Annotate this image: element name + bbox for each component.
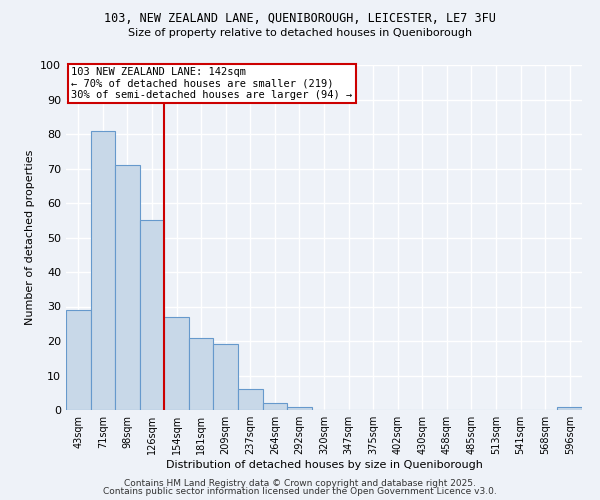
Y-axis label: Number of detached properties: Number of detached properties bbox=[25, 150, 35, 325]
Text: 103, NEW ZEALAND LANE, QUENIBOROUGH, LEICESTER, LE7 3FU: 103, NEW ZEALAND LANE, QUENIBOROUGH, LEI… bbox=[104, 12, 496, 26]
Bar bbox=[91, 130, 115, 410]
Bar bbox=[238, 390, 263, 410]
Bar bbox=[164, 317, 189, 410]
Bar bbox=[287, 406, 312, 410]
Bar bbox=[115, 165, 140, 410]
Bar bbox=[263, 403, 287, 410]
Text: Contains HM Land Registry data © Crown copyright and database right 2025.: Contains HM Land Registry data © Crown c… bbox=[124, 478, 476, 488]
Bar bbox=[214, 344, 238, 410]
Bar bbox=[66, 310, 91, 410]
Text: Size of property relative to detached houses in Queniborough: Size of property relative to detached ho… bbox=[128, 28, 472, 38]
Bar bbox=[140, 220, 164, 410]
Text: 103 NEW ZEALAND LANE: 142sqm
← 70% of detached houses are smaller (219)
30% of s: 103 NEW ZEALAND LANE: 142sqm ← 70% of de… bbox=[71, 66, 352, 100]
X-axis label: Distribution of detached houses by size in Queniborough: Distribution of detached houses by size … bbox=[166, 460, 482, 470]
Bar bbox=[189, 338, 214, 410]
Bar bbox=[557, 406, 582, 410]
Text: Contains public sector information licensed under the Open Government Licence v3: Contains public sector information licen… bbox=[103, 487, 497, 496]
